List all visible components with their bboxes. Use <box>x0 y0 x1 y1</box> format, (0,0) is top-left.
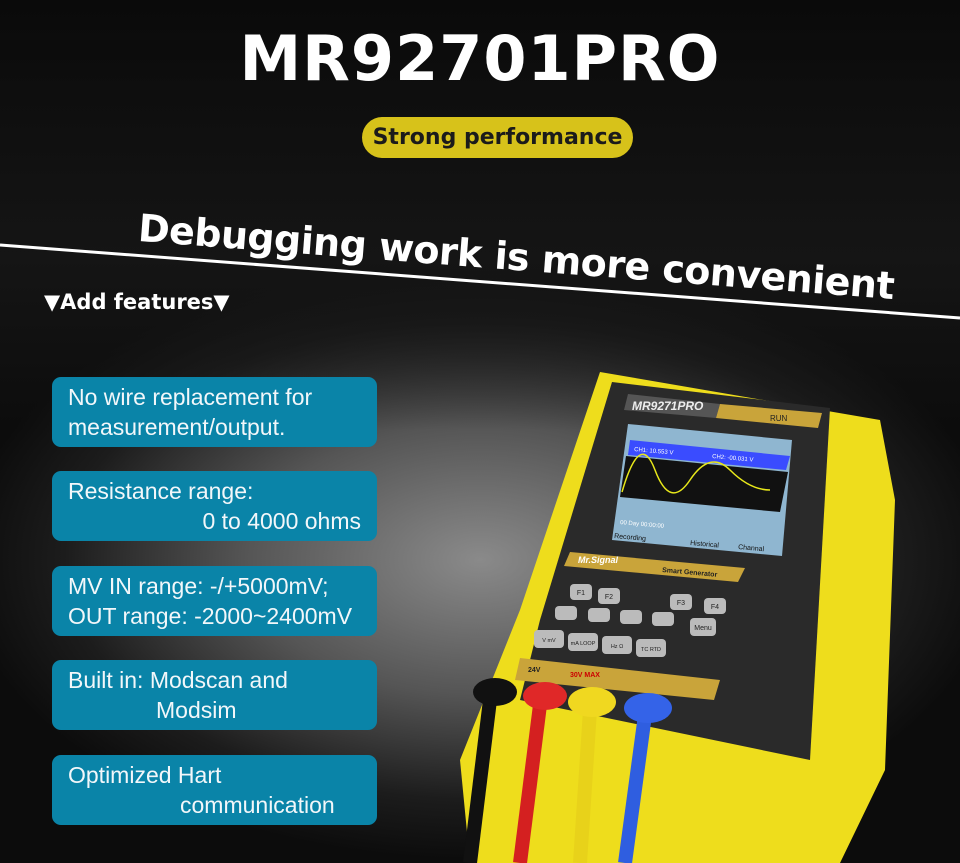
feature-text: Optimized Hart <box>68 762 222 788</box>
key-menu: Menu <box>694 625 712 632</box>
run-label: RUN <box>770 414 788 423</box>
probes <box>463 678 672 863</box>
feature-text: communication <box>180 792 335 818</box>
triangle-down-icon: ▼ <box>213 290 230 314</box>
generator-label: Smart Generator <box>662 567 718 579</box>
key-f2: F2 <box>605 594 613 601</box>
feature-text: 0 to 4000 ohms <box>202 508 361 534</box>
device-model: MR9271PRO <box>632 399 704 413</box>
run-plate <box>716 404 822 428</box>
key-f3: F3 <box>677 600 685 607</box>
key-ma-loop: mA LOOP <box>571 641 596 647</box>
ch1-readout: CH1: 10.553 V <box>634 447 674 456</box>
feature-box: Built in: Modscan and Modsim <box>52 660 377 730</box>
warning-label: 30V MAX <box>570 672 600 679</box>
feature-box: Optimized Hart communication <box>52 755 377 825</box>
recording-label: Recording <box>614 533 647 543</box>
keypad <box>534 584 726 657</box>
key-f4: F4 <box>711 604 719 611</box>
section-label-text: Add features <box>60 290 214 314</box>
product-title: MR92701PRO <box>239 22 721 95</box>
key-f1: F1 <box>577 590 585 597</box>
dark-backdrop <box>0 0 960 430</box>
channel-label: Channal <box>738 544 765 553</box>
key-tc-rtd: TC RTD <box>641 647 661 653</box>
section-label: ▼Add features▼ <box>44 290 230 314</box>
voltage-label: 24V <box>528 667 541 674</box>
key-hz-ohm: Hz Ω <box>611 644 623 650</box>
waveform-area <box>620 456 788 512</box>
brand-label: Mr.Signal <box>578 555 619 565</box>
terminal-strip <box>515 658 720 700</box>
feature-text: Resistance range: <box>68 478 254 504</box>
feature-text: measurement/output. <box>68 414 286 440</box>
feature-box: No wire replacement for measurement/outpu… <box>52 377 377 447</box>
key-v-mv: V mV <box>542 638 556 644</box>
feature-box: Resistance range: 0 to 4000 ohms <box>52 471 377 541</box>
channel-bar <box>628 440 790 470</box>
feature-text: OUT range: -2000~2400mV <box>68 603 353 629</box>
historical-label: Historical <box>690 540 720 550</box>
feature-text: Built in: Modscan and <box>68 667 288 693</box>
feature-text: MV IN range: -/+5000mV; <box>68 573 329 599</box>
waveform <box>621 453 771 494</box>
triangle-down-icon: ▼ <box>44 290 61 314</box>
feature-box: MV IN range: -/+5000mV; OUT range: -2000~… <box>52 566 377 636</box>
feature-text: No wire replacement for <box>68 384 313 410</box>
subtitle-pill: Strong performance <box>362 117 633 158</box>
brand-strip <box>564 552 745 582</box>
day-counter: 00 Day 00:00:00 <box>620 520 665 530</box>
ch2-readout: CH2: -00.031 V <box>712 454 754 464</box>
feature-text: Modsim <box>156 697 237 723</box>
model-plate <box>624 394 720 418</box>
divider-line <box>0 243 960 320</box>
